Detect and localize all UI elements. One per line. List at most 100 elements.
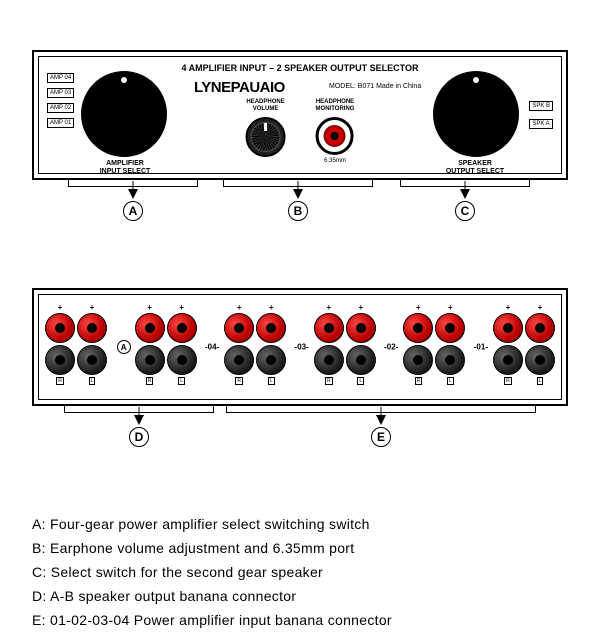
- callout-b: B: [223, 180, 373, 221]
- callout-letter: A: [123, 201, 143, 221]
- banana-connector-red: [435, 313, 465, 343]
- rear-inner-border: B+R+LA+R+L-04-+R+L-03-+R+L-02-+R+L-01-+R…: [38, 294, 562, 400]
- connector-column: +L: [525, 303, 555, 391]
- amp-badge: AMP 01: [47, 118, 74, 128]
- polarity-plus: +: [326, 303, 331, 311]
- headphone-jack-group: HEADPHONE MONITORING 6.35mm: [316, 99, 355, 164]
- channel-rl-label: R: [235, 377, 243, 385]
- polarity-plus: +: [416, 303, 421, 311]
- banana-connector-red: [167, 313, 197, 343]
- banana-connector-black: [135, 345, 165, 375]
- banana-connector-red: [45, 313, 75, 343]
- connector-column: +R: [493, 303, 523, 391]
- jack-size-label: 6.35mm: [316, 158, 355, 164]
- headphone-jack: [316, 117, 354, 155]
- channel-rl-label: L: [268, 377, 275, 385]
- spk-badge: SPK A: [529, 119, 553, 129]
- polarity-plus: +: [90, 303, 95, 311]
- banana-connector-black: [435, 345, 465, 375]
- headphone-volume-knob: [246, 117, 286, 157]
- connector-column: +L: [435, 303, 465, 391]
- connector-group: B+R+L: [45, 303, 107, 391]
- connector-column: +R: [314, 303, 344, 391]
- polarity-plus: +: [179, 303, 184, 311]
- banana-connector-red: [224, 313, 254, 343]
- channel-rl-label: L: [447, 377, 454, 385]
- connector-column: +L: [77, 303, 107, 391]
- hp-monitor-label: HEADPHONE MONITORING: [316, 99, 355, 113]
- front-panel: 4 AMPLIFIER INPUT – 2 SPEAKER OUTPUT SEL…: [32, 50, 568, 180]
- speaker-select-knob: [433, 71, 519, 157]
- banana-connector-black: [256, 345, 286, 375]
- channel-rl-label: R: [325, 377, 333, 385]
- channel-rl-label: L: [537, 377, 544, 385]
- group-label: A: [117, 340, 131, 354]
- connector-column: +R: [45, 303, 75, 391]
- connector-column: +L: [167, 303, 197, 391]
- banana-connector-red: [314, 313, 344, 343]
- connector-group: -04-+R+L: [224, 303, 286, 391]
- banana-connector-red: [525, 313, 555, 343]
- polarity-plus: +: [538, 303, 543, 311]
- callout-e: E: [226, 406, 536, 447]
- group-label: -04-: [205, 343, 219, 352]
- legend-line: A: Four-gear power amplifier select swit…: [32, 512, 568, 536]
- channel-rl-label: L: [178, 377, 185, 385]
- banana-connector-black: [525, 345, 555, 375]
- callout-c: C: [400, 180, 530, 221]
- banana-connector-black: [346, 345, 376, 375]
- banana-connector-black: [167, 345, 197, 375]
- channel-rl-label: R: [56, 377, 64, 385]
- model-label: MODEL: B071 Made in China: [329, 83, 421, 90]
- speaker-output-badges: SPK B SPK A: [529, 101, 553, 129]
- channel-rl-label: R: [415, 377, 423, 385]
- headphone-volume-group: HEADPHONE VOLUME: [246, 99, 286, 164]
- banana-connector-red: [135, 313, 165, 343]
- arrow-down-icon: [134, 415, 144, 425]
- connector-column: +R: [403, 303, 433, 391]
- callouts-front: A B C: [28, 180, 572, 230]
- callouts-rear: DE: [28, 406, 572, 456]
- callout-letter: C: [455, 201, 475, 221]
- amplifier-select-knob: [81, 71, 167, 157]
- legend-line: E: 01-02-03-04 Power amplifier input ban…: [32, 608, 568, 632]
- amp-select-label: AMPLIFIER INPUT SELECT: [85, 160, 165, 176]
- connector-group: -01-+R+L: [493, 303, 555, 391]
- banana-connector-black: [77, 345, 107, 375]
- polarity-plus: +: [448, 303, 453, 311]
- polarity-plus: +: [506, 303, 511, 311]
- legend-list: A: Four-gear power amplifier select swit…: [32, 512, 568, 632]
- polarity-plus: +: [358, 303, 363, 311]
- polarity-plus: +: [237, 303, 242, 311]
- polarity-plus: +: [58, 303, 63, 311]
- banana-connector-red: [346, 313, 376, 343]
- banana-connector-red: [77, 313, 107, 343]
- front-inner-border: 4 AMPLIFIER INPUT – 2 SPEAKER OUTPUT SEL…: [38, 56, 562, 174]
- spk-select-label: SPEAKER OUTPUT SELECT: [435, 160, 515, 176]
- connector-group: -02-+R+L: [403, 303, 465, 391]
- channel-rl-label: R: [504, 377, 512, 385]
- brand-label: LYNEPAUAIO: [194, 79, 285, 96]
- banana-connector-black: [314, 345, 344, 375]
- banana-connector-red: [493, 313, 523, 343]
- group-label: -03-: [295, 343, 309, 352]
- callout-d: D: [64, 406, 214, 447]
- amp-input-badges: AMP 04 AMP 03 AMP 02 AMP 01: [47, 73, 74, 128]
- panel-title: 4 AMPLIFIER INPUT – 2 SPEAKER OUTPUT SEL…: [181, 63, 418, 73]
- banana-connector-red: [256, 313, 286, 343]
- channel-rl-label: L: [357, 377, 364, 385]
- spk-badge: SPK B: [529, 101, 553, 111]
- banana-connector-black: [224, 345, 254, 375]
- arrow-down-icon: [293, 189, 303, 199]
- connector-group: A+R+L: [135, 303, 197, 391]
- center-controls: HEADPHONE VOLUME HEADPHONE MONITORING 6.…: [246, 99, 355, 164]
- arrow-down-icon: [128, 189, 138, 199]
- amp-badge: AMP 03: [47, 88, 74, 98]
- legend-line: B: Earphone volume adjustment and 6.35mm…: [32, 536, 568, 560]
- polarity-plus: +: [147, 303, 152, 311]
- callout-letter: B: [288, 201, 308, 221]
- arrow-down-icon: [460, 189, 470, 199]
- polarity-plus: +: [269, 303, 274, 311]
- connector-column: +L: [346, 303, 376, 391]
- callout-letter: E: [371, 427, 391, 447]
